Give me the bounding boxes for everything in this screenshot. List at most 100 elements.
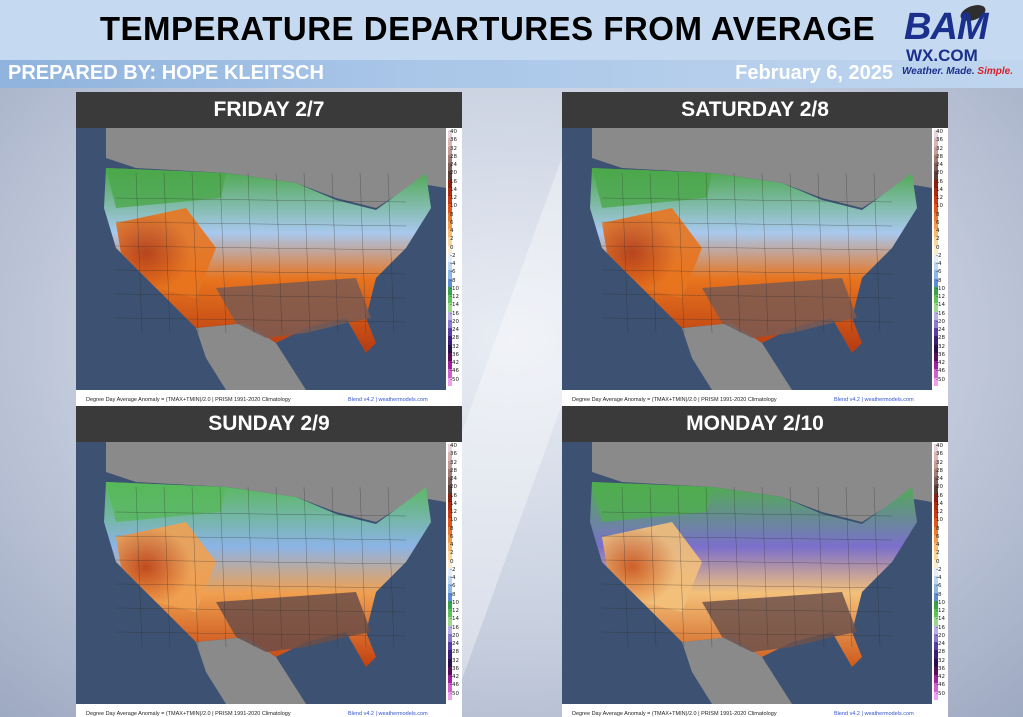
map-footer-formula: Degree Day Average Anomaly = (TMAX+TMIN)… [86, 397, 291, 403]
scale-tick-label: 6 [450, 533, 454, 540]
scale-tick-label: 0 [450, 244, 454, 251]
scale-tick-label: 8 [450, 525, 454, 532]
scale-tick-label: -10 [450, 599, 459, 606]
scale-tick-label: -50 [936, 690, 945, 697]
scale-tick-label: -10 [450, 285, 459, 292]
scale-tick-label: 28 [450, 467, 457, 474]
map-footer-source: Blend v4.2 | weathermodels.com [834, 711, 914, 717]
scale-tick-label: -14 [450, 302, 459, 309]
map-area: 40 36 32 28 24 20 16 14 12 10 8 6 4 2 0 -2 -4 -6 -8 -10 -12-… [76, 442, 462, 717]
scale-tick-label: 4 [450, 542, 454, 549]
scale-tick-label: -2 [450, 566, 456, 573]
map-footer-source: Blend v4.2 | weathermodels.com [834, 397, 914, 403]
scale-tick-label: -20 [450, 632, 459, 639]
color-scale-legend [448, 444, 462, 700]
scale-tick-label: -2 [936, 566, 942, 573]
scale-tick-label: -46 [936, 682, 945, 689]
scale-tick-label: -8 [936, 277, 942, 284]
scale-tick-label: -24 [936, 641, 945, 648]
scale-tick-label: -42 [450, 674, 459, 681]
scale-tick-label: -16 [450, 624, 459, 631]
scale-tick-label: -20 [450, 318, 459, 325]
scale-tick-label: -6 [450, 269, 456, 276]
scale-tick-label: 40 [936, 443, 943, 449]
scale-tick-label: 8 [936, 211, 940, 218]
scale-tick-label: -10 [936, 285, 945, 292]
scale-tick-label: 32 [450, 145, 457, 152]
scale-tick-label: -4 [936, 575, 942, 582]
scale-tick-label: -12 [450, 608, 459, 615]
scale-tick-label: -4 [450, 261, 456, 268]
scale-tick-label: 4 [450, 228, 454, 235]
scale-tick-label: 40 [450, 129, 457, 135]
prepared-by: PREPARED BY: HOPE KLEITSCH [8, 62, 324, 84]
scale-tick-label: -28 [936, 335, 945, 342]
color-scale-legend [448, 130, 462, 386]
scale-tick-label: -28 [450, 649, 459, 656]
panel-title: MONDAY 2/10 [562, 406, 948, 442]
scale-tick-label: -32 [450, 657, 459, 664]
color-scale-legend [934, 130, 948, 386]
scale-tick-label: 6 [450, 219, 454, 226]
scale-tick-label: -42 [936, 360, 945, 367]
scale-tick-label: 20 [450, 484, 457, 491]
map-footer-source: Blend v4.2 | weathermodels.com [348, 397, 428, 403]
scale-tick-label: 36 [936, 137, 943, 144]
scale-tick-label: 4 [936, 542, 940, 549]
color-scale-legend [934, 444, 948, 700]
map-footer-formula: Degree Day Average Anomaly = (TMAX+TMIN)… [86, 711, 291, 717]
temperature-anomaly-map [562, 128, 932, 390]
scale-tick-label: 24 [936, 476, 943, 483]
map-panel-saturday: SATURDAY 2/8 40 36 32 28 24 20 16 14 12 10 8 6 4 2 0 -2… [562, 92, 948, 406]
scale-tick-label: -6 [450, 583, 456, 590]
scale-tick-label: -28 [936, 649, 945, 656]
scale-tick-label: -20 [936, 318, 945, 325]
scale-tick-label: -50 [936, 376, 945, 383]
scale-tick-label: 14 [450, 186, 457, 193]
scale-tick-label: -14 [936, 616, 945, 623]
map-footer-source: Blend v4.2 | weathermodels.com [348, 711, 428, 717]
scale-tick-label: -24 [450, 327, 459, 334]
scale-tick-label: 12 [936, 195, 943, 202]
scale-tick-label: 36 [936, 451, 943, 458]
page-title: TEMPERATURE DEPARTURES FROM AVERAGE [99, 10, 876, 47]
scale-tick-label: -16 [936, 624, 945, 631]
scale-tick-label: -32 [936, 343, 945, 350]
scale-tick-label: -46 [450, 682, 459, 689]
map-area: 40 36 32 28 24 20 16 14 12 10 8 6 4 2 0 -2 -4 -6 -8 -10 -12-… [562, 442, 948, 717]
scale-tick-label: 32 [936, 145, 943, 152]
scale-tick-label: -46 [450, 368, 459, 375]
subheader-bar [0, 60, 1023, 88]
logo-wx: WX.COM [906, 46, 978, 65]
scale-tick-label: -4 [450, 575, 456, 582]
panel-title: FRIDAY 2/7 [76, 92, 462, 128]
scale-tick-label: 14 [936, 186, 943, 193]
temperature-anomaly-map [76, 128, 446, 390]
scale-tick-label: -50 [450, 690, 459, 697]
issue-date: February 6, 2025 [735, 62, 893, 84]
scale-tick-label: -20 [936, 632, 945, 639]
scale-tick-label: 0 [450, 558, 454, 565]
scale-tick-label: 20 [936, 484, 943, 491]
scale-tick-label: 12 [450, 195, 457, 202]
scale-tick-label: 24 [450, 476, 457, 483]
scale-tick-label: 32 [450, 459, 457, 466]
scale-tick-label: 14 [450, 500, 457, 507]
map-footer-formula: Degree Day Average Anomaly = (TMAX+TMIN)… [572, 397, 777, 403]
scale-tick-label: -42 [936, 674, 945, 681]
scale-tick-label: 40 [450, 443, 457, 449]
scale-tick-label: -4 [936, 261, 942, 268]
scale-tick-label: 24 [450, 162, 457, 169]
scale-tick-label: -10 [936, 599, 945, 606]
scale-tick-label: -42 [450, 360, 459, 367]
scale-tick-label: -16 [450, 310, 459, 317]
map-panel-monday: MONDAY 2/10 40 36 32 28 24 20 16 14 12 10 8 6 4 2 0 -2-… [562, 406, 948, 717]
scale-tick-label: -36 [450, 665, 459, 672]
scale-tick-label: 0 [936, 558, 940, 565]
scale-tick-label: 16 [450, 178, 457, 185]
scale-tick-label: 28 [936, 153, 943, 160]
logo-bam: BAM [904, 6, 989, 48]
scale-tick-label: 6 [936, 219, 940, 226]
map-area: 40 36 32 28 24 20 16 14 12 10 8 6 4 2 0 -2 -4 -6 -8 -10 -12-… [76, 128, 462, 406]
scale-tick-label: 28 [936, 467, 943, 474]
